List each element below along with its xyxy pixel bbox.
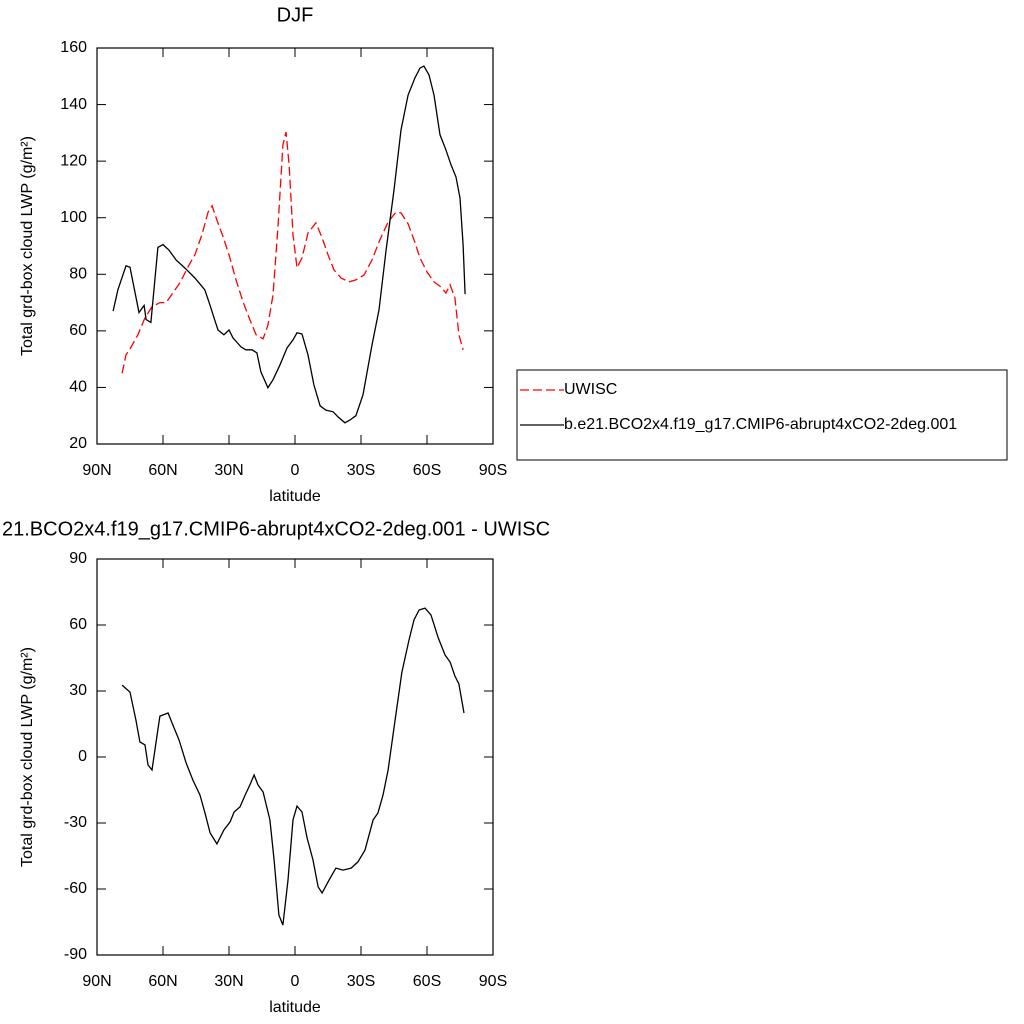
x-tick-label: 0 xyxy=(291,462,300,479)
x-tick-label: 30S xyxy=(347,462,375,479)
y-axis-label: Total grd-box cloud LWP (g/m²) xyxy=(19,136,36,356)
x-tick-label: 30N xyxy=(214,462,243,479)
data-line xyxy=(121,131,464,374)
x-tick-label: 90S xyxy=(479,973,507,990)
y-axis-label: Total grd-box cloud LWP (g/m²) xyxy=(19,647,36,867)
y-tick-label: 40 xyxy=(69,379,87,396)
chart-title: 21.BCO2x4.f19_g17.CMIP6-abrupt4xCO2-2deg… xyxy=(2,518,550,540)
x-tick-label: 60S xyxy=(413,462,441,479)
legend-box xyxy=(516,369,1008,461)
y-tick-label: 100 xyxy=(60,209,87,226)
x-tick-label: 60S xyxy=(413,973,441,990)
x-tick-label: 30N xyxy=(214,973,243,990)
y-tick-label: 20 xyxy=(69,435,87,452)
y-tick-label: 60 xyxy=(69,322,87,339)
y-tick-label: 30 xyxy=(69,682,87,699)
y-tick-label: -60 xyxy=(64,880,87,897)
x-tick-label: 60N xyxy=(148,462,177,479)
legend-label: b.e21.BCO2x4.f19_g17.CMIP6-abrupt4xCO2-2… xyxy=(564,416,957,433)
legend-label: UWISC xyxy=(564,381,617,398)
chart-title: DJF xyxy=(277,4,314,26)
data-line xyxy=(112,65,466,424)
y-tick-label: 0 xyxy=(78,748,87,765)
y-tick-label: 90 xyxy=(69,550,87,567)
y-tick-label: 140 xyxy=(60,96,87,113)
y-tick-label: 160 xyxy=(60,39,87,56)
y-tick-label: 60 xyxy=(69,616,87,633)
plot-frame xyxy=(96,558,494,956)
x-tick-label: 90N xyxy=(82,973,111,990)
x-tick-label: 0 xyxy=(291,973,300,990)
x-axis-label: latitude xyxy=(269,999,321,1016)
y-tick-label: 80 xyxy=(69,266,87,283)
data-line xyxy=(121,607,465,926)
y-tick-label: 120 xyxy=(60,152,87,169)
x-axis-label: latitude xyxy=(269,488,321,505)
y-tick-label: -30 xyxy=(64,814,87,831)
x-tick-label: 30S xyxy=(347,973,375,990)
x-tick-label: 90S xyxy=(479,462,507,479)
plot-frame xyxy=(96,47,494,445)
x-tick-label: 90N xyxy=(82,462,111,479)
y-tick-label: -90 xyxy=(64,946,87,963)
x-tick-label: 60N xyxy=(148,973,177,990)
